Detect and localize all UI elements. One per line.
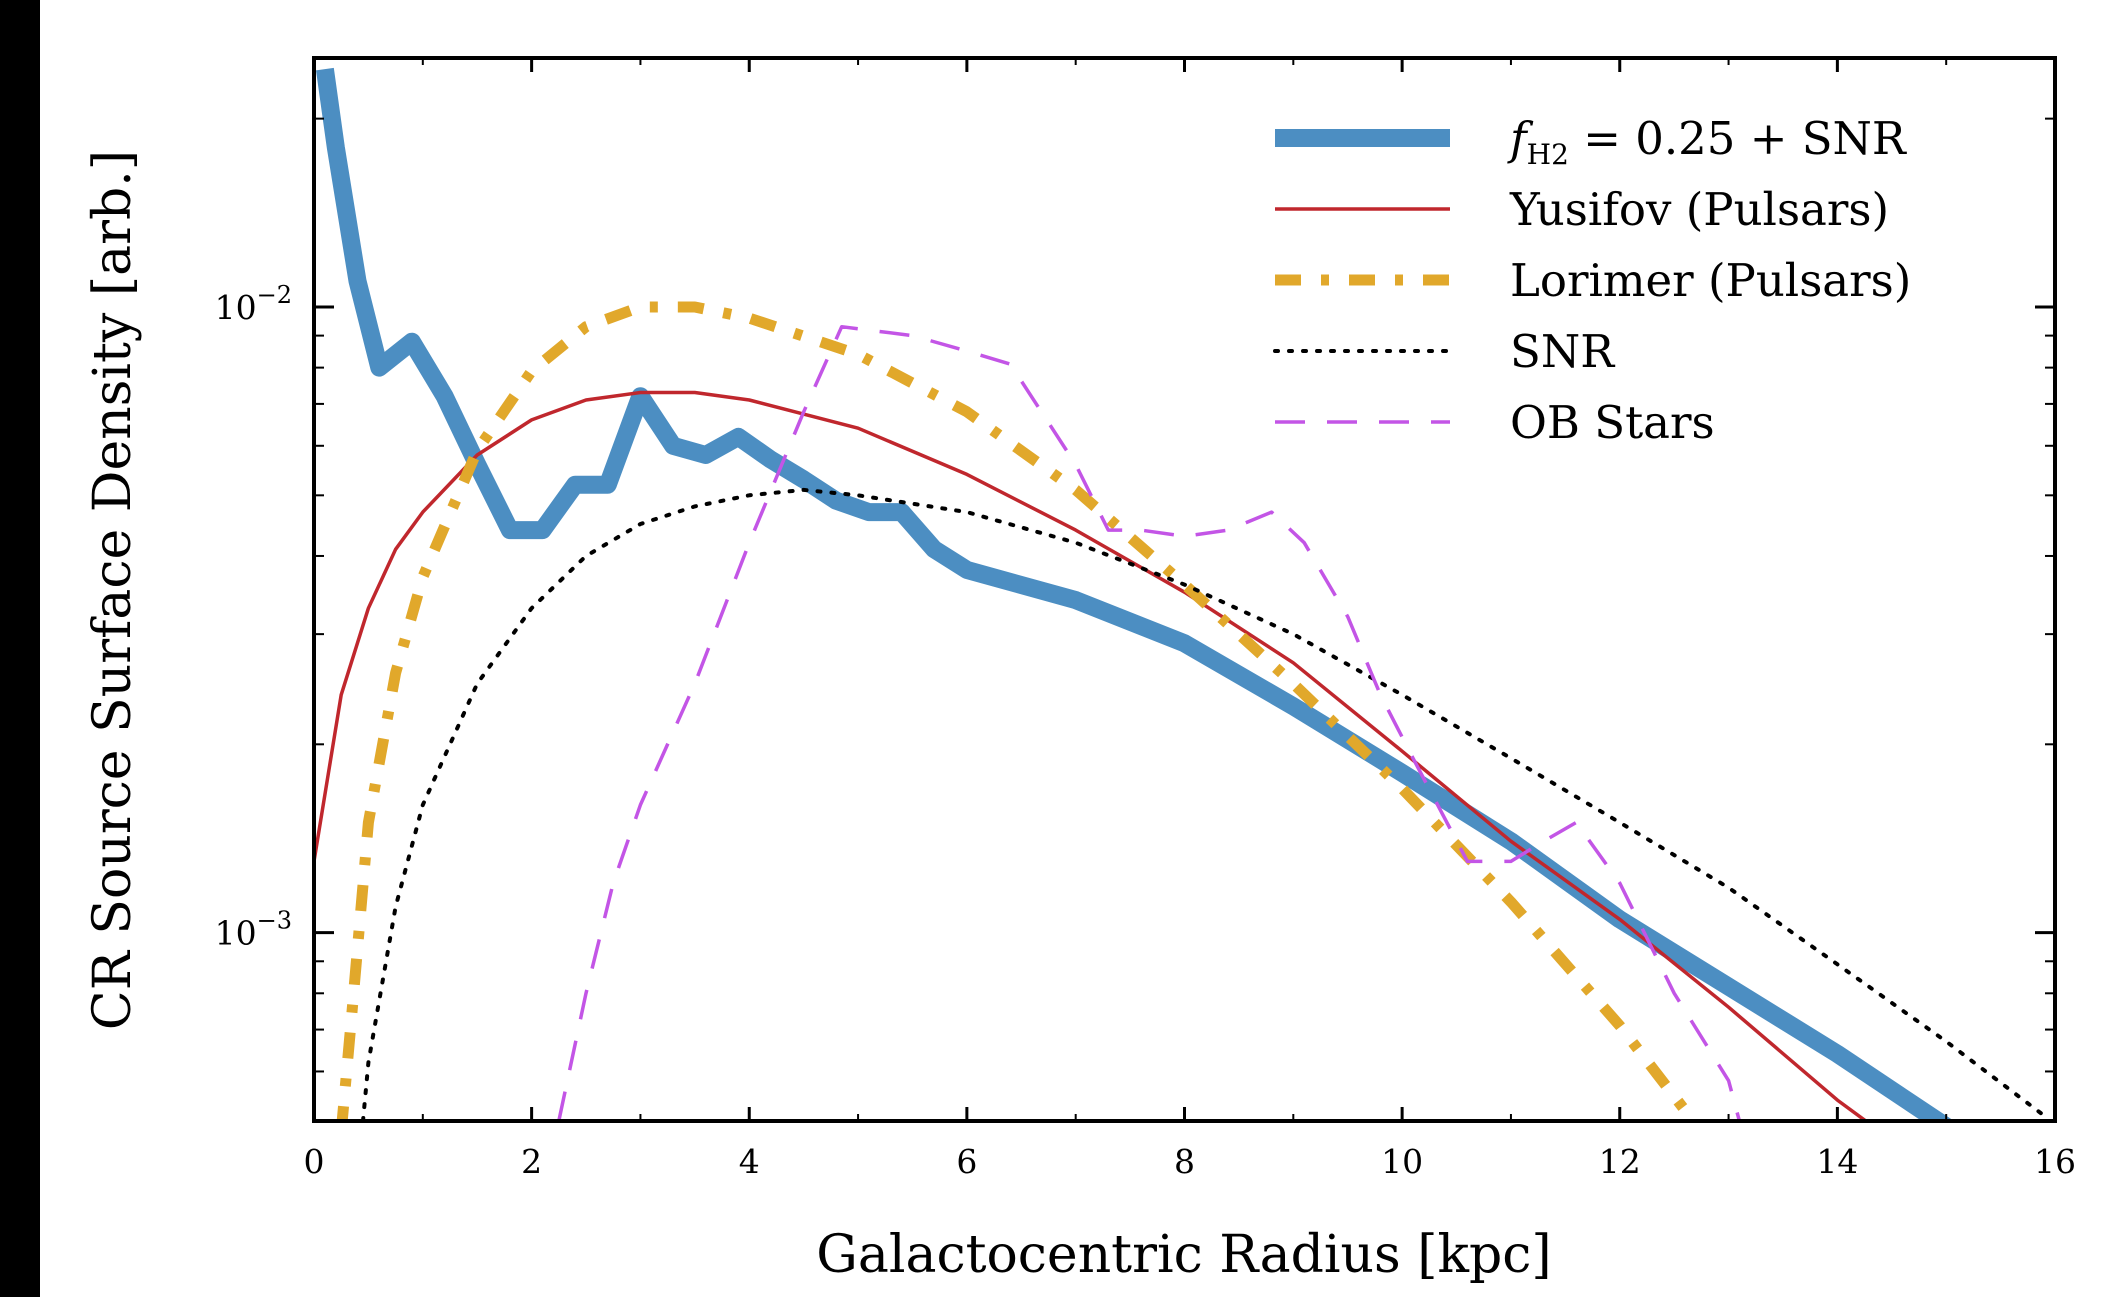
series-line-2 [336, 301, 1690, 1121]
y-tick-label: 10−3 [215, 907, 292, 953]
series-line-3 [361, 487, 2047, 1121]
x-tick-label: 2 [521, 1142, 542, 1181]
figure-background [40, 0, 2110, 1297]
x-tick-label: 12 [1599, 1142, 1641, 1181]
series-line-0 [315, 67, 1952, 1121]
series-line-4 [557, 324, 1742, 1121]
x-axis-label: Galactocentric Radius [kpc] [816, 1225, 1551, 1285]
y-axis-label: CR Source Surface Density [arb.] [83, 150, 143, 1030]
x-tick-label: 14 [1816, 1142, 1858, 1181]
legend-entry-0: fH2 = 0.25 + SNR [1507, 112, 1907, 171]
y-tick-label: 10−2 [215, 281, 292, 327]
legend-entry-3: SNR [1510, 325, 1615, 378]
x-tick-label: 6 [956, 1142, 977, 1181]
x-tick-label: 8 [1174, 1142, 1195, 1181]
x-tick-label: 4 [739, 1142, 760, 1181]
legend-entry-2: Lorimer (Pulsars) [1510, 254, 1911, 307]
x-tick-label: 0 [304, 1142, 325, 1181]
legend-entry-4: OB Stars [1510, 396, 1715, 449]
legend: fH2 = 0.25 + SNR Yusifov (Pulsars) Lorimer… [1273, 112, 1911, 449]
x-axis-ticks: 0 2 4 6 8 10 12 14 16 [304, 58, 2076, 1181]
x-tick-label: 16 [2034, 1142, 2076, 1181]
y-axis-ticks: 10−2 10−3 [215, 117, 2055, 1073]
legend-entry-1: Yusifov (Pulsars) [1509, 183, 1889, 236]
series-layer [314, 67, 2047, 1121]
x-tick-label: 10 [1381, 1142, 1423, 1181]
